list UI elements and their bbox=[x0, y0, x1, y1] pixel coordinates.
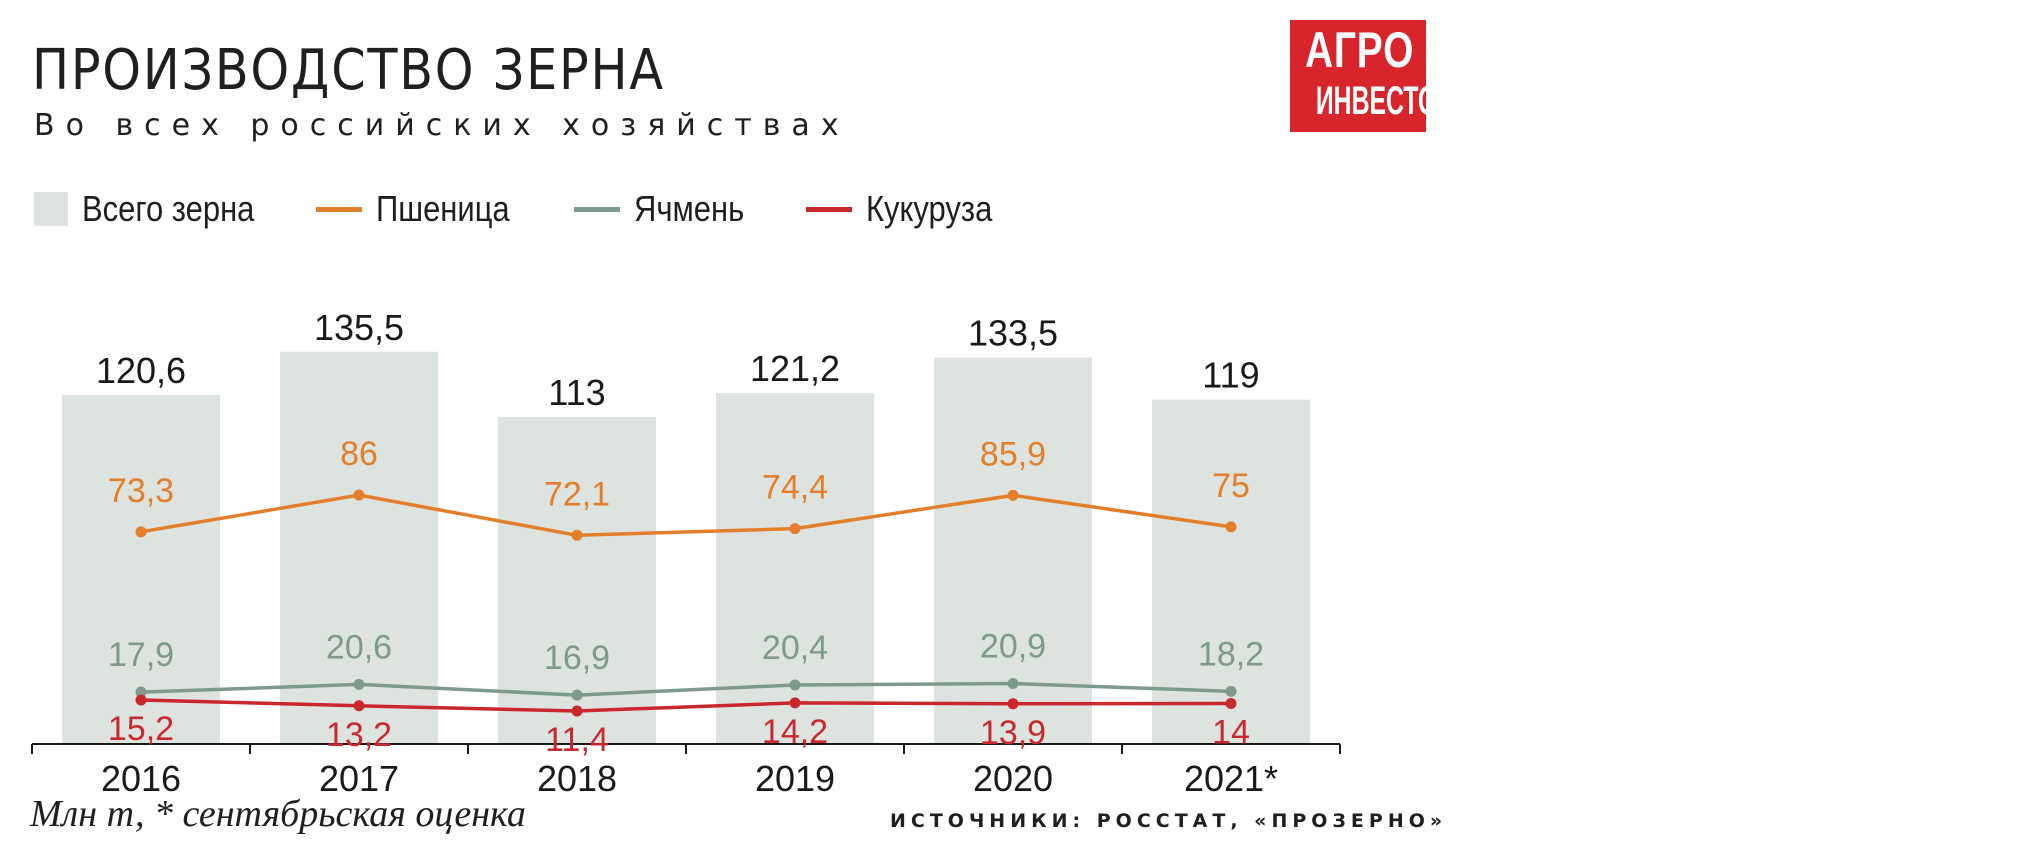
point-barley-0 bbox=[135, 686, 147, 698]
legend-swatch-barley bbox=[574, 206, 620, 212]
data-label-wheat-0: 73,3 bbox=[108, 472, 174, 510]
point-corn-2 bbox=[571, 705, 583, 717]
legend-label-wheat: Пшеница bbox=[376, 188, 510, 229]
data-label-barley-3: 20,4 bbox=[762, 629, 828, 667]
series-line-wheat bbox=[140, 493, 1232, 538]
legend-label-corn: Кукуруза bbox=[866, 188, 993, 229]
point-corn-1 bbox=[353, 700, 365, 712]
legend-item-wheat: Пшеница bbox=[316, 184, 531, 234]
point-barley-2 bbox=[571, 689, 583, 701]
bar-label-1: 135,5 bbox=[314, 307, 404, 348]
point-wheat-1 bbox=[353, 489, 365, 501]
legend-item-corn: Кукуруза bbox=[806, 184, 1013, 234]
point-corn-3 bbox=[789, 697, 801, 709]
point-wheat-4 bbox=[1007, 489, 1019, 501]
point-corn-4 bbox=[1007, 698, 1019, 710]
bar-total-1 bbox=[280, 351, 438, 744]
series-line-barley bbox=[140, 681, 1232, 697]
data-label-wheat-5: 75 bbox=[1212, 467, 1250, 505]
data-label-corn-5: 14 bbox=[1212, 713, 1250, 751]
data-label-wheat-2: 72,1 bbox=[544, 475, 610, 513]
x-tick-label-1: 2017 bbox=[319, 758, 399, 799]
chart-title: ПРОИЗВОДСТВО ЗЕРНА bbox=[32, 38, 665, 103]
series-line-corn bbox=[140, 698, 1232, 713]
x-tick-label-2: 2018 bbox=[537, 758, 617, 799]
point-barley-4 bbox=[1007, 678, 1019, 689]
legend-item-total: Всего зерна bbox=[34, 184, 282, 234]
legend-swatch-corn bbox=[806, 206, 852, 212]
x-tick-label-4: 2020 bbox=[973, 758, 1053, 799]
data-label-corn-1: 13,2 bbox=[326, 716, 392, 754]
data-label-barley-5: 18,2 bbox=[1198, 635, 1264, 673]
x-tick-label-3: 2019 bbox=[755, 758, 835, 799]
sources-note: ИСТОЧНИКИ: РОССТАТ, «ПРОЗЕРНО» bbox=[890, 810, 1448, 832]
bar-label-0: 120,6 bbox=[96, 350, 186, 391]
bar-label-2: 113 bbox=[548, 372, 605, 413]
logo-line-1: АГРО bbox=[1304, 22, 1415, 78]
point-barley-5 bbox=[1225, 685, 1237, 697]
point-corn-0 bbox=[135, 694, 147, 706]
units-footnote: Млн т, * сентябрьская оценка bbox=[30, 793, 526, 835]
bar-total-2 bbox=[498, 416, 656, 744]
bar-total-3 bbox=[716, 393, 874, 744]
bar-label-3: 121,2 bbox=[750, 348, 840, 389]
data-label-wheat-4: 85,9 bbox=[980, 435, 1046, 473]
legend-swatch-total bbox=[34, 192, 68, 226]
point-corn-5 bbox=[1225, 697, 1237, 709]
agroinvestor-logo: АГРО ИНВЕСТОР bbox=[1290, 20, 1454, 132]
data-label-wheat-3: 74,4 bbox=[762, 469, 828, 507]
chart-subtitle: Во всех российских хозяйствах bbox=[34, 108, 850, 143]
legend-swatch-wheat bbox=[316, 206, 362, 212]
x-tick-label-5: 2021* bbox=[1184, 758, 1278, 799]
legend-label-barley: Ячмень bbox=[634, 188, 745, 229]
bar-label-5: 119 bbox=[1202, 355, 1259, 396]
x-tick-label-0: 2016 bbox=[101, 758, 181, 799]
bar-label-4: 133,5 bbox=[968, 313, 1058, 354]
bar-total-0 bbox=[62, 394, 220, 744]
point-wheat-3 bbox=[789, 523, 801, 535]
point-wheat-5 bbox=[1225, 521, 1237, 533]
data-label-corn-3: 14,2 bbox=[762, 713, 828, 751]
legend-item-barley: Ячмень bbox=[574, 184, 762, 234]
legend-label-total: Всего зерна bbox=[82, 188, 255, 229]
data-label-corn-0: 15,2 bbox=[108, 710, 174, 748]
point-barley-3 bbox=[789, 679, 801, 691]
point-barley-1 bbox=[353, 678, 365, 690]
data-label-barley-0: 17,9 bbox=[108, 636, 174, 674]
data-label-barley-2: 16,9 bbox=[544, 639, 610, 677]
data-label-wheat-1: 86 bbox=[340, 435, 378, 473]
data-label-barley-1: 20,6 bbox=[326, 628, 392, 666]
data-label-corn-4: 13,9 bbox=[980, 714, 1046, 752]
point-wheat-0 bbox=[135, 526, 147, 538]
data-label-barley-4: 20,9 bbox=[980, 628, 1046, 666]
point-wheat-2 bbox=[571, 529, 583, 541]
data-label-corn-2: 11,4 bbox=[545, 721, 609, 759]
